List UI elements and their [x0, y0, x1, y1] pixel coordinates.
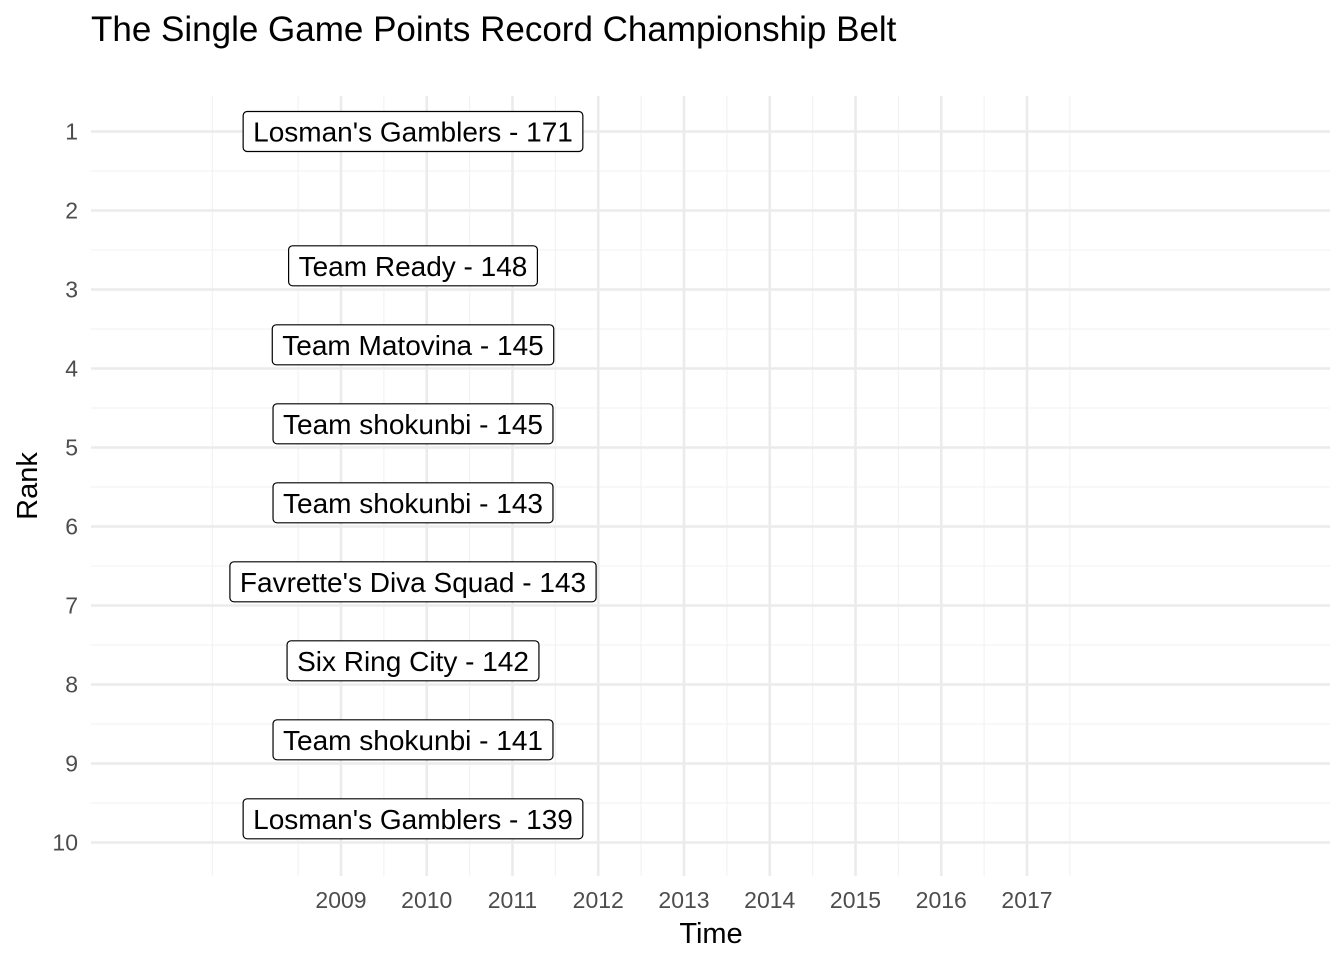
y-tick-label: 6: [65, 514, 78, 540]
x-axis-ticks: 2009 2010 2011 2012 2013 2014 2015 2016 2017: [315, 887, 1052, 913]
y-tick-label: 3: [65, 277, 78, 303]
x-axis-title: Time: [679, 918, 742, 950]
rank-label-text: Losman's Gamblers - 139: [253, 804, 573, 835]
y-tick-label: 7: [65, 593, 78, 619]
rank-label-box: [242, 110, 584, 153]
x-tick-label: 2009: [315, 887, 366, 913]
rank-label-box: [271, 324, 555, 366]
rank-label-text: Team shokunbi - 143: [283, 488, 543, 519]
rank-label: Losman's Gamblers - 171: [242, 110, 584, 153]
rank-label: Team Matovina - 145: [271, 324, 555, 366]
rank-label-text: Team shokunbi - 145: [283, 409, 543, 440]
rank-label: Six Ring City - 142: [286, 640, 540, 682]
y-axis-title: Rank: [12, 452, 44, 520]
rank-label-box: [272, 403, 554, 445]
rank-label-text: Team Ready - 148: [299, 251, 528, 282]
rank-label-box: [272, 719, 554, 761]
x-tick-label: 2014: [744, 887, 795, 913]
rank-label: Team shokunbi - 145: [272, 403, 554, 445]
x-tick-label: 2013: [658, 887, 709, 913]
y-axis-ticks: 1 2 3 4 5 6 7 8 9 10: [52, 119, 78, 856]
rank-label-box: [272, 482, 554, 524]
rank-label: Favrette's Diva Squad - 143: [229, 561, 597, 603]
y-tick-label: 9: [65, 751, 78, 777]
x-tick-label: 2012: [573, 887, 624, 913]
y-tick-label: 5: [65, 435, 78, 461]
x-tick-label: 2017: [1001, 887, 1052, 913]
x-tick-label: 2011: [488, 887, 537, 913]
y-tick-label: 2: [65, 198, 78, 224]
x-tick-label: 2016: [916, 887, 967, 913]
rank-label: Team Ready - 148: [288, 245, 538, 287]
rank-label-text: Team Matovina - 145: [282, 330, 543, 361]
rank-label-box: [286, 640, 540, 682]
y-tick-label: 1: [65, 119, 78, 145]
rank-label-text: Losman's Gamblers - 171: [253, 117, 573, 148]
rank-label: Team shokunbi - 141: [272, 719, 554, 761]
rank-label-box: [288, 245, 538, 287]
rank-label: Losman's Gamblers - 139: [242, 798, 584, 840]
rank-label-box: [229, 561, 597, 603]
y-tick-label: 4: [65, 356, 78, 382]
x-tick-label: 2010: [401, 887, 452, 913]
rank-label-text: Team shokunbi - 141: [283, 725, 543, 756]
rank-label-text: Six Ring City - 142: [297, 646, 529, 677]
rank-label-text: Favrette's Diva Squad - 143: [240, 567, 586, 598]
chart-title: The Single Game Points Record Championsh…: [91, 10, 897, 49]
y-tick-label: 8: [65, 672, 78, 698]
y-tick-label: 10: [52, 830, 78, 856]
rank-label: Team shokunbi - 143: [272, 482, 554, 524]
rank-labels: Losman's Gamblers - 171 Team Ready - 148 T…: [229, 110, 597, 840]
x-tick-label: 2015: [830, 887, 881, 913]
rank-label-box: [242, 798, 584, 840]
